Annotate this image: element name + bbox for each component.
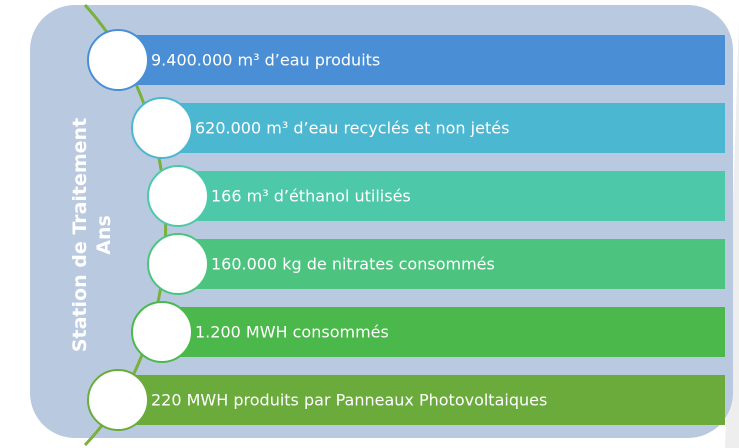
item-label: 620.000 m³ d’eau recyclés et non jetés (195, 119, 509, 138)
item-label: 9.400.000 m³ d’eau produits (151, 51, 380, 70)
item-circle (147, 165, 209, 227)
item-bar (178, 171, 725, 221)
item-circle (147, 233, 209, 295)
item-circle (131, 301, 193, 363)
item-label: 166 m³ d’éthanol utilisés (211, 187, 411, 206)
item-list: 9.400.000 m³ d’eau produits 620.000 m³ d’… (87, 29, 725, 431)
item-bar (162, 103, 725, 153)
item-label: 1.200 MWH consommés (195, 323, 389, 342)
item-circle (131, 97, 193, 159)
item-bar (118, 375, 725, 425)
item-label: 160.000 kg de nitrates consommés (211, 255, 495, 274)
panel-title: Station de Traitement Ans (69, 118, 115, 352)
item-circle (87, 29, 149, 91)
item-bar (178, 239, 725, 289)
item-label: 220 MWH produits par Panneaux Photovolta… (151, 391, 547, 410)
item-bar (162, 307, 725, 357)
item-circle (87, 369, 149, 431)
item-bar (118, 35, 725, 85)
